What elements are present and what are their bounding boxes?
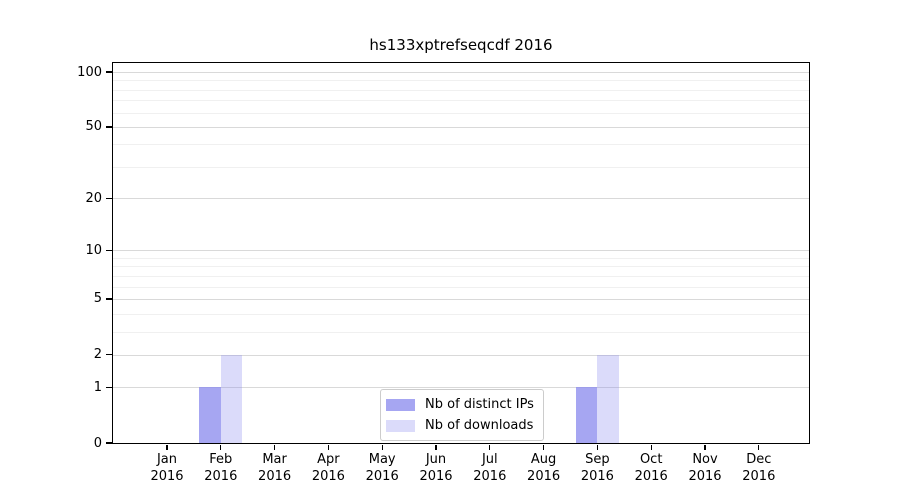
x-tick-month: Oct: [639, 452, 663, 467]
bar-distinct-ips-sep: [575, 387, 598, 443]
y-axis-tick-label: 100: [77, 64, 102, 80]
x-tick-year: 2016: [204, 469, 238, 484]
minor-gridline: [113, 266, 809, 268]
x-axis-tick: [435, 445, 437, 450]
x-axis-tick: [758, 445, 760, 450]
x-axis-tick: [650, 445, 652, 450]
x-tick-year: 2016: [580, 469, 614, 484]
legend-swatch-downloads: [386, 419, 415, 432]
x-tick-year: 2016: [688, 469, 722, 484]
x-axis-tick-label: Nov 2016: [673, 451, 737, 485]
bar-distinct-ips-feb: [199, 387, 221, 443]
x-tick-year: 2016: [365, 469, 399, 484]
y-axis-tick-label: 0: [93, 435, 102, 451]
x-tick-month: Mar: [262, 452, 287, 467]
x-tick-month: Dec: [746, 452, 772, 467]
y-axis-tick: [106, 249, 112, 251]
y-axis-tick-label: 50: [85, 119, 102, 135]
x-axis-tick: [327, 445, 329, 450]
x-axis-tick: [381, 445, 383, 450]
chart-title: hs133xptrefseqcdf 2016: [369, 36, 553, 54]
x-tick-month: Jan: [156, 452, 178, 467]
major-gridline: [113, 126, 809, 128]
minor-gridline: [113, 100, 809, 102]
x-tick-year: 2016: [258, 469, 292, 484]
major-gridline: [113, 250, 809, 252]
x-tick-year: 2016: [742, 469, 776, 484]
y-axis-tick: [106, 197, 112, 199]
minor-gridline: [113, 313, 809, 315]
x-tick-month: Jul: [481, 452, 498, 467]
x-tick-month: Aug: [530, 452, 557, 467]
x-tick-month: Jun: [425, 452, 447, 467]
plot-area: Nb of distinct IPs Nb of downloads: [112, 62, 810, 444]
x-axis-tick-label: Aug 2016: [512, 451, 576, 485]
y-axis-tick-label: 10: [85, 242, 102, 258]
x-tick-month: May: [368, 452, 396, 467]
x-tick-month: Nov: [692, 452, 718, 467]
x-axis-tick: [489, 445, 491, 450]
x-axis-tick-label: Jun 2016: [404, 451, 468, 485]
y-axis-tick: [106, 71, 112, 73]
x-axis-tick-label: Jan 2016: [135, 451, 199, 485]
x-axis-tick-label: Apr 2016: [296, 451, 360, 485]
bar-downloads-feb: [220, 354, 243, 443]
minor-gridline: [113, 257, 809, 259]
y-axis-tick-label: 5: [93, 291, 102, 307]
y-axis-tick-label: 2: [93, 347, 102, 363]
legend-label-downloads: Nb of downloads: [425, 418, 534, 433]
x-axis-tick: [543, 445, 545, 450]
y-axis-tick-label: 1: [93, 379, 102, 395]
minor-gridline: [113, 166, 809, 168]
x-axis-tick: [704, 445, 706, 450]
x-axis-tick-label: Jul 2016: [458, 451, 522, 485]
y-axis-tick: [106, 298, 112, 300]
x-axis-tick-label: Oct 2016: [619, 451, 683, 485]
legend-swatch-distinct-ips: [386, 398, 415, 411]
x-axis-tick-label: May 2016: [350, 451, 414, 485]
y-axis-tick: [106, 442, 112, 444]
x-tick-year: 2016: [473, 469, 507, 484]
minor-gridline: [113, 112, 809, 114]
x-tick-month: Apr: [317, 452, 340, 467]
minor-gridline: [113, 80, 809, 82]
minor-gridline: [113, 331, 809, 333]
bar-downloads-sep: [597, 354, 619, 443]
legend: Nb of distinct IPs Nb of downloads: [380, 389, 544, 441]
x-axis-tick-label: Sep 2016: [565, 451, 629, 485]
x-tick-year: 2016: [419, 469, 453, 484]
x-tick-year: 2016: [527, 469, 561, 484]
y-axis-tick: [106, 354, 112, 356]
legend-item-distinct-ips: Nb of distinct IPs: [386, 394, 534, 415]
major-gridline: [113, 298, 809, 300]
x-tick-year: 2016: [311, 469, 345, 484]
x-tick-year: 2016: [634, 469, 668, 484]
legend-item-downloads: Nb of downloads: [386, 415, 534, 436]
x-tick-month: Feb: [209, 452, 233, 467]
major-gridline: [113, 354, 809, 356]
y-axis-tick: [106, 386, 112, 388]
x-axis-tick: [166, 445, 168, 450]
y-axis-tick-label: 20: [85, 190, 102, 206]
minor-gridline: [113, 144, 809, 146]
x-axis-tick: [596, 445, 598, 450]
x-axis-tick-label: Mar 2016: [243, 451, 307, 485]
minor-gridline: [113, 275, 809, 277]
minor-gridline: [113, 286, 809, 288]
minor-gridline: [113, 89, 809, 91]
x-tick-year: 2016: [150, 469, 184, 484]
major-gridline: [113, 387, 809, 389]
x-axis-tick-label: Feb 2016: [189, 451, 253, 485]
x-axis-tick: [274, 445, 276, 450]
x-axis-tick-label: Dec 2016: [727, 451, 791, 485]
y-axis-tick: [106, 126, 112, 128]
legend-label-distinct-ips: Nb of distinct IPs: [425, 397, 534, 412]
major-gridline: [113, 198, 809, 200]
x-tick-month: Sep: [585, 452, 610, 467]
x-axis-tick: [220, 445, 222, 450]
major-gridline: [113, 72, 809, 74]
